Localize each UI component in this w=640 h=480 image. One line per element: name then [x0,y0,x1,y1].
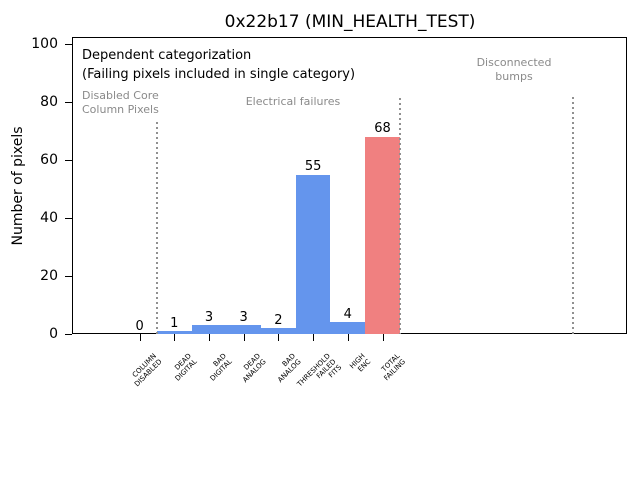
bar-3 [226,325,262,334]
x-tick [174,334,176,341]
annotation-dependent-categorization: Dependent categorization [82,48,252,63]
y-tick [65,44,72,45]
x-tick [278,334,280,341]
y-tick-label: 100 [31,36,58,52]
bar-7 [365,136,400,334]
y-tick-label: 20 [40,268,58,284]
bar-value-label: 68 [374,121,391,137]
bar-2 [191,325,227,334]
region-separator [398,98,401,334]
x-tick [243,334,245,341]
annotation-failing-pixels-note: (Failing pixels included in single categ… [82,67,356,82]
x-tick-label: TOTAL FAILING [379,352,407,383]
x-tick [347,334,349,341]
y-tick [65,276,72,277]
bar-value-label: 4 [343,306,352,322]
region-label-disconnected-bumps: Disconnected bumps [476,56,552,83]
y-tick [65,160,72,161]
bar-1 [157,331,192,334]
bar-6 [330,322,366,334]
bar-4 [261,328,296,334]
y-tick-label: 60 [40,152,58,168]
x-tick [382,334,384,341]
y-tick [65,218,72,219]
plot-area [72,37,627,334]
x-tick-label: BAD DIGITAL [208,352,234,383]
x-tick [139,334,141,341]
y-tick-label: 80 [40,94,58,110]
region-separator [156,122,158,334]
x-tick-label: DEAD DIGITAL [173,352,199,383]
bar-value-label: 2 [274,312,283,328]
x-tick-label: THRESHOLD FAILED FITS [295,352,344,389]
chart-title: 0x22b17 (MIN_HEALTH_TEST) [224,12,476,32]
y-tick-label: 0 [49,326,58,342]
bar-value-label: 0 [135,318,144,334]
x-tick [209,334,210,341]
x-tick [313,334,315,341]
y-tick-label: 40 [40,210,58,226]
y-tick [65,102,72,103]
x-tick-label: COLUMN DISABLED [131,352,164,389]
bar-value-label: 55 [304,159,322,174]
x-tick-label: HIGH ENC [348,352,373,374]
region-separator [572,97,575,334]
region-label-disabled-core-column-pixels: Disabled Core Column Pixels [82,89,159,116]
x-tick-label: DEAD ANALOG [241,352,269,385]
region-label-electrical-failures: Electrical failures [245,95,341,108]
bar-value-label: 3 [204,309,214,325]
bar-value-label: 1 [170,315,179,331]
y-axis-label: Number of pixels [10,126,26,246]
y-tick [65,334,72,335]
bar-5 [295,174,331,334]
bar-value-label: 3 [239,309,248,325]
